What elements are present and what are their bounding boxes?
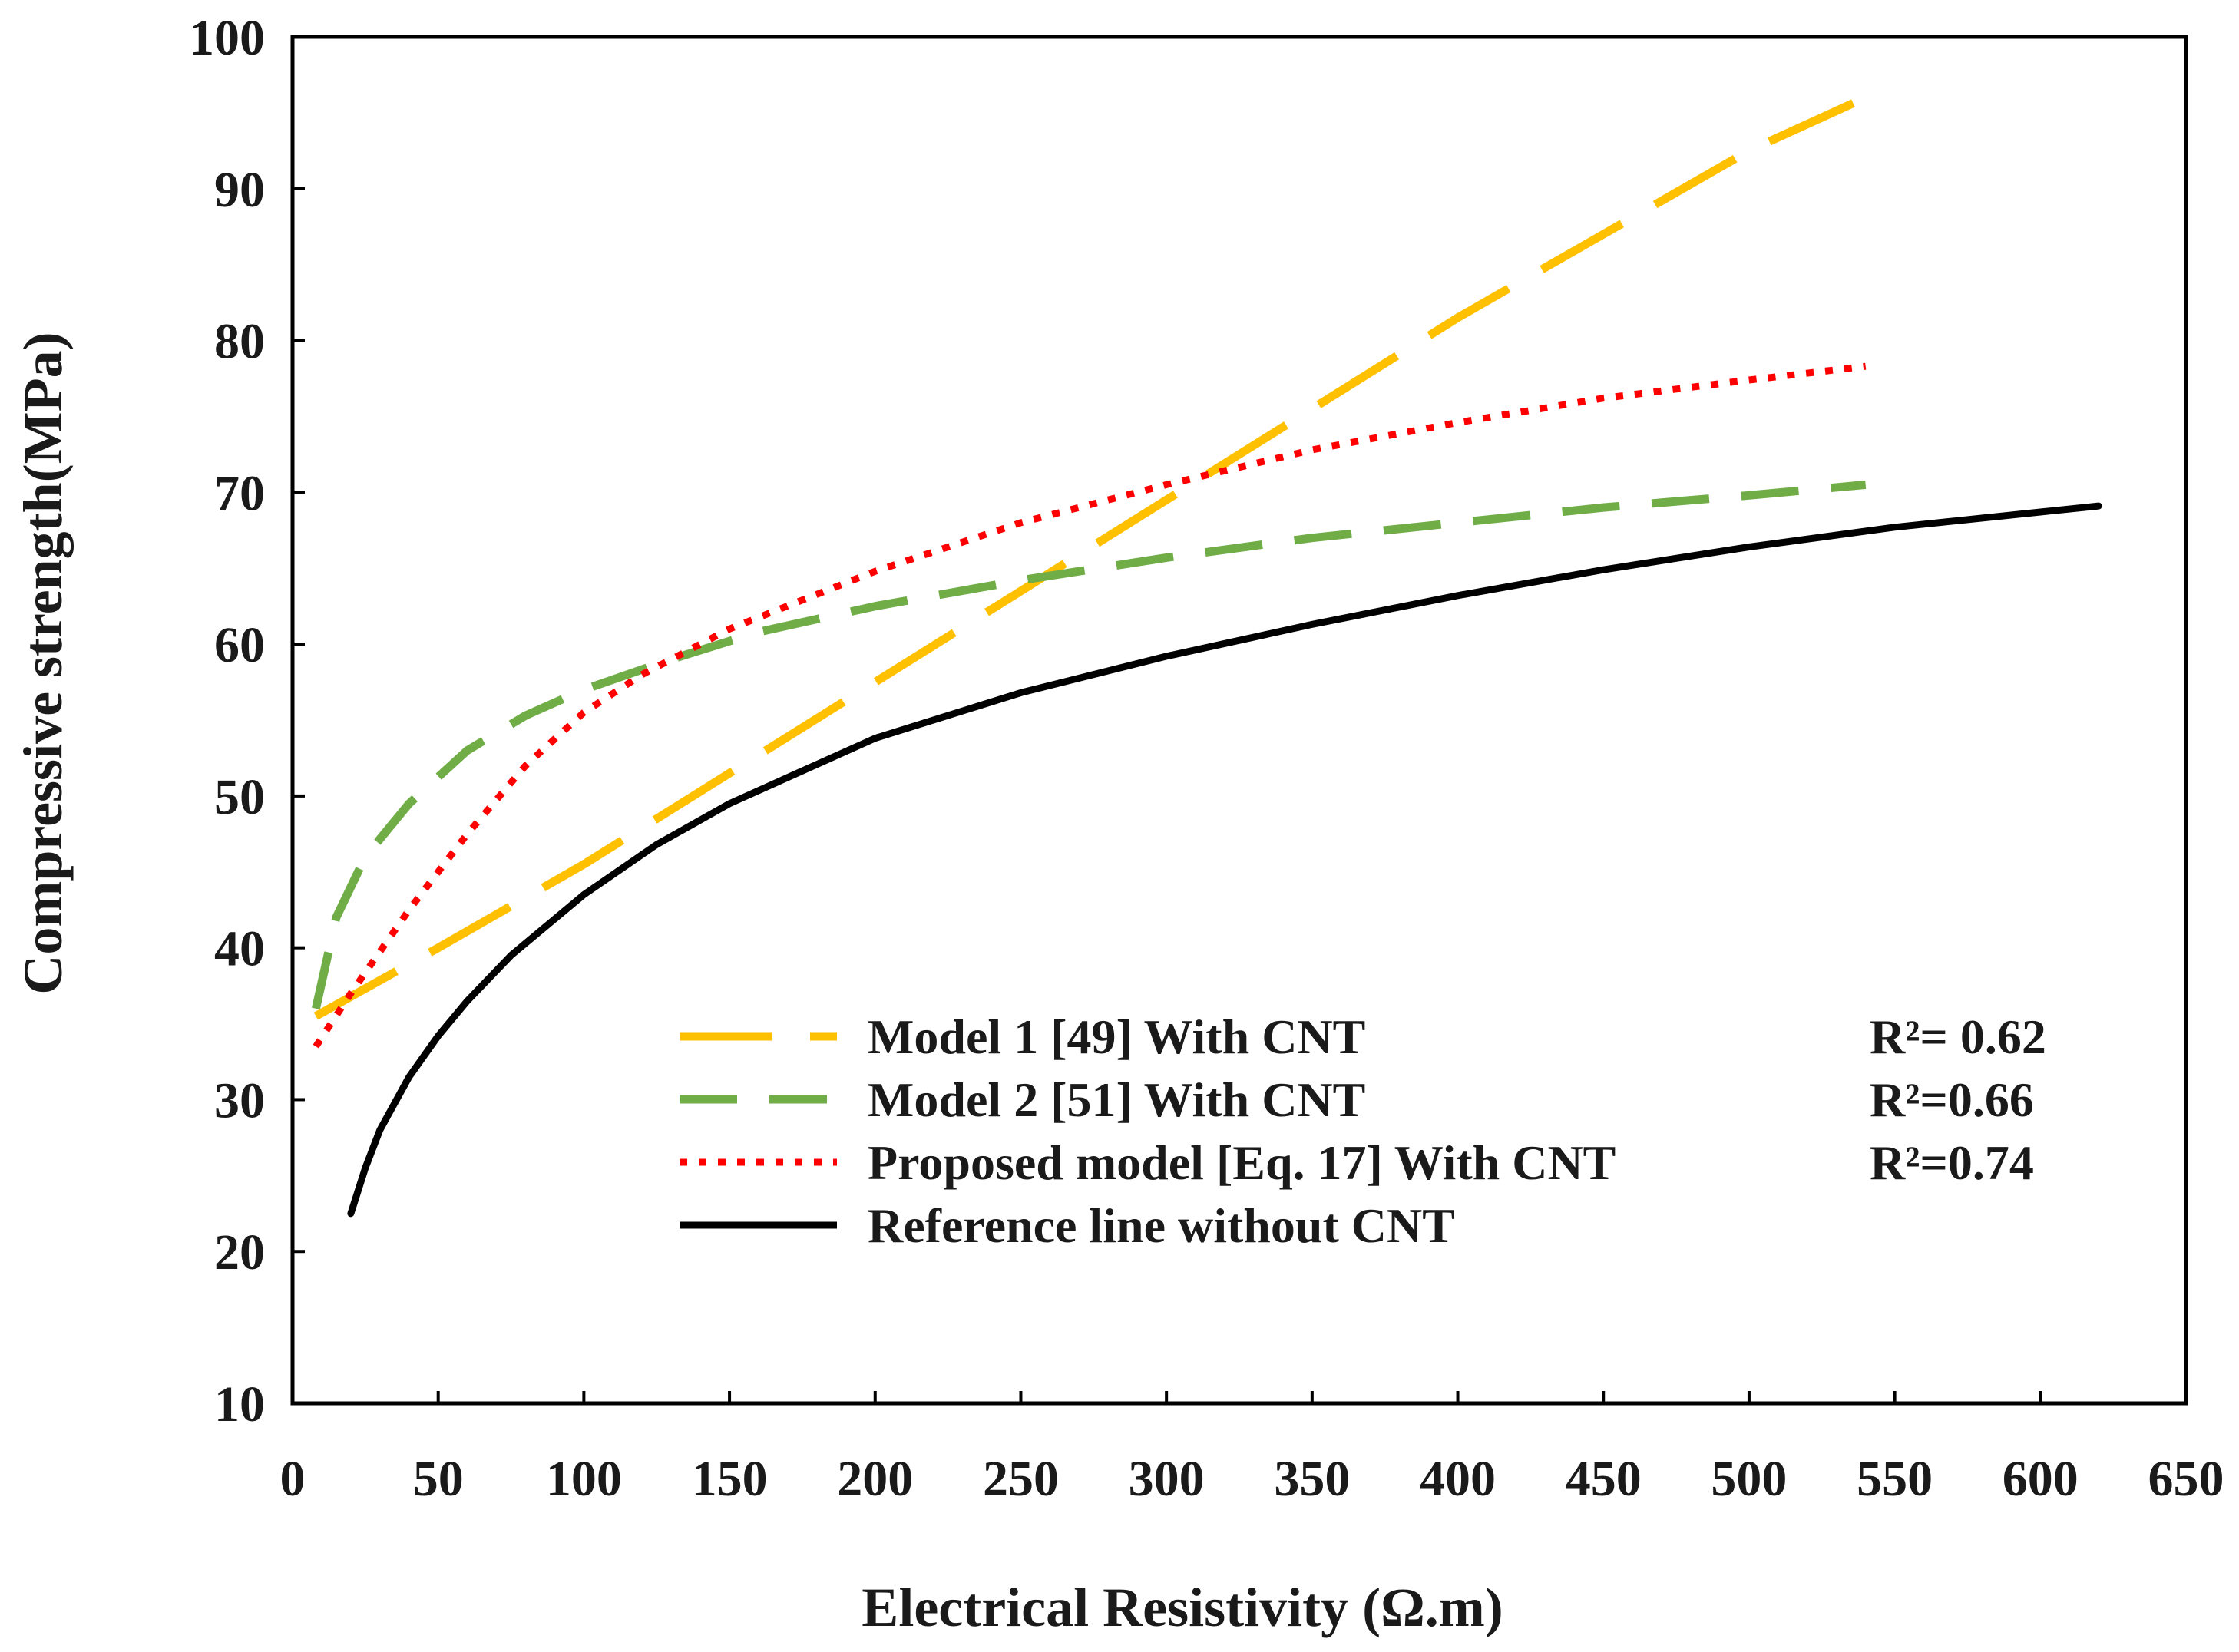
x-tick-label: 100 <box>546 1451 622 1507</box>
series-layer <box>312 94 2102 1218</box>
y-tick-label: 30 <box>214 1072 265 1128</box>
x-tick-label: 350 <box>1274 1451 1350 1507</box>
x-tick-label: 200 <box>837 1451 913 1507</box>
series-line-1 <box>313 94 1867 1020</box>
x-axis-title: Electrical Resistivity (Ω.m) <box>862 1577 1503 1638</box>
legend: Model 1 [49] With CNT R²= 0.62 Model 2 [51… <box>680 1009 2046 1253</box>
y-tick-label: 80 <box>214 314 265 370</box>
x-tick-label: 300 <box>1129 1451 1205 1507</box>
legend-r2-2: R²=0.66 <box>1870 1072 2034 1127</box>
legend-label-3: Proposed model [Eq. 17] With CNT <box>868 1135 1616 1190</box>
x-tick-label: 450 <box>1566 1451 1642 1507</box>
y-tick-label: 70 <box>214 465 265 521</box>
y-tick-label: 20 <box>214 1224 265 1280</box>
legend-label-2: Model 2 [51] With CNT <box>868 1072 1365 1127</box>
y-tick-label: 90 <box>214 162 265 218</box>
x-tick-label: 550 <box>1857 1451 1933 1507</box>
legend-r2-1: R²= 0.62 <box>1870 1009 2046 1064</box>
x-tick-label: 0 <box>280 1451 306 1507</box>
y-tick-label: 50 <box>214 769 265 825</box>
x-tick-label: 250 <box>983 1451 1059 1507</box>
x-tick-label: 50 <box>413 1451 464 1507</box>
x-tick-label: 650 <box>2148 1451 2224 1507</box>
legend-label-4: Reference line without CNT <box>868 1198 1455 1253</box>
ticks-layer: 0 50 100 150 200 250 300 350 400 450 500 550 600 650 1… <box>189 10 2224 1507</box>
x-tick-label: 500 <box>1711 1451 1787 1507</box>
y-axis-title: Compressive strength(MPa) <box>12 332 74 994</box>
y-tick-label: 60 <box>214 617 265 673</box>
series-line-4 <box>347 502 2102 1218</box>
y-tick-label: 100 <box>189 10 265 66</box>
series-line-3 <box>313 362 1867 1049</box>
x-tick-label: 150 <box>692 1451 768 1507</box>
legend-label-1: Model 1 [49] With CNT <box>868 1009 1365 1064</box>
y-tick-label: 40 <box>214 921 265 977</box>
x-tick-label: 600 <box>2003 1451 2079 1507</box>
plot-frame <box>290 35 2188 1406</box>
y-tick-label: 10 <box>214 1376 265 1432</box>
x-tick-label: 400 <box>1420 1451 1496 1507</box>
series-line-2 <box>312 480 1867 1009</box>
legend-r2-3: R²=0.74 <box>1870 1135 2034 1190</box>
